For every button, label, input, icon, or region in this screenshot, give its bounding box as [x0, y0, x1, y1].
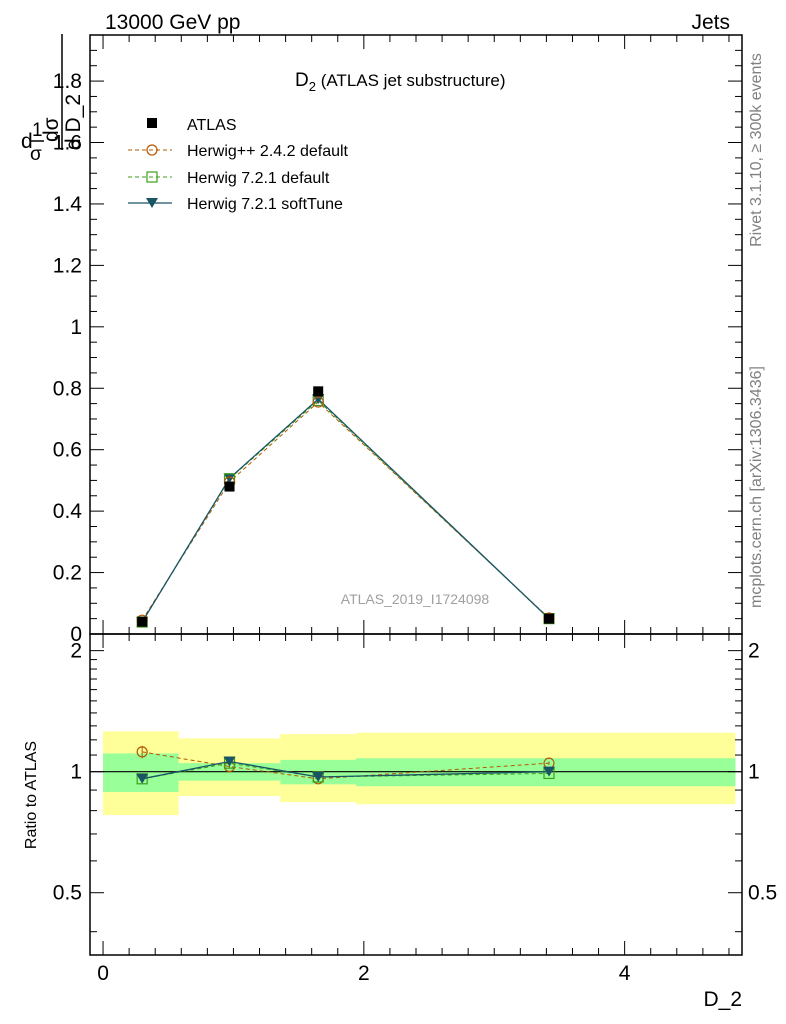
series-0-point	[544, 613, 555, 624]
series-3-point	[223, 473, 236, 484]
title-main: D	[295, 70, 309, 91]
y-tick-label: 1.4	[53, 193, 83, 216]
y-label-num1: 1	[32, 120, 43, 141]
legend-label-herwig7-softtune: Herwig 7.2.1 softTune	[187, 196, 343, 213]
ratio-2-point	[223, 756, 236, 767]
y-tick-label: 0.8	[53, 377, 82, 400]
y-tick-label: 1.6	[53, 132, 82, 155]
axes: 0 2 400.20.40.60.811.21.41.61.80.5 0.51 12 2	[53, 34, 777, 985]
analysis-id: ATLAS_2019_I1724098	[341, 591, 490, 607]
y-axis-label: d 1 σ dσ d D_2	[21, 34, 85, 165]
chart-title: D2 (ATLAS jet substructure)	[295, 70, 506, 94]
title-rest: (ATLAS jet substructure)	[316, 71, 506, 90]
x-axis-label: D_2	[703, 988, 742, 1011]
legend-marker-herwig7-default	[146, 171, 158, 183]
legend-marker-herwig7-softtune	[146, 198, 158, 208]
ratio-y-tick-label: 0.5	[53, 882, 82, 905]
y-tick-label: 0.4	[53, 500, 83, 523]
header-right-label: Jets	[691, 11, 730, 34]
y-label-den1: σ	[30, 144, 42, 165]
title-subscript: 2	[309, 79, 316, 94]
ratio-band-inner	[103, 753, 179, 793]
ratio-y-tick-label: 1	[70, 761, 82, 784]
y-tick-label: 0.6	[53, 439, 82, 462]
legend-marker-atlas	[147, 118, 157, 128]
ratio-0-point	[136, 746, 148, 758]
ratio-2-line	[142, 760, 550, 780]
ratio-series	[136, 745, 556, 785]
y-tick-label: 1	[70, 316, 82, 339]
ratio-y-tick-label-right: 1	[748, 761, 760, 784]
mcplots-label: mcplots.cern.ch [arXiv:1306.3436]	[748, 366, 765, 608]
series-0-point	[137, 616, 148, 627]
y-label-den2: d D_2	[62, 94, 85, 150]
y-tick-label: 0.2	[53, 562, 82, 585]
ratio-y-tick-label-right: 2	[748, 640, 760, 663]
y-label-d: d	[21, 130, 33, 153]
series-3-point	[312, 394, 325, 405]
y-tick-label: 1.8	[53, 70, 82, 93]
series-3-line	[141, 398, 550, 623]
ratio-2-point	[543, 766, 556, 777]
ratio-y-tick-label-right: 0.5	[748, 882, 777, 905]
x-tick-label: 2	[358, 962, 370, 985]
ratio-0-line	[142, 751, 550, 780]
ratio-y-axis-label: Ratio to ATLAS	[23, 741, 40, 849]
ratio-2-point	[312, 771, 325, 782]
series-0-point	[224, 481, 235, 492]
legend: ATLAS Herwig++ 2.4.2 default Herwig 7.2.…	[128, 117, 349, 213]
header-left-label: 13000 GeV pp	[105, 11, 240, 34]
ratio-1-line	[142, 762, 550, 780]
rivet-label: Rivet 3.1.10, ≥ 300k events	[748, 53, 765, 247]
legend-label-atlas: ATLAS	[187, 117, 237, 134]
series-1-line	[141, 401, 550, 621]
ratio-bands	[103, 731, 736, 816]
x-tick-label: 0	[97, 962, 109, 985]
ratio-y-tick-label: 2	[70, 640, 82, 663]
y-tick-label: 1.2	[53, 254, 82, 277]
series-1-point	[312, 396, 324, 408]
y-label-num2: dσ	[40, 117, 63, 142]
legend-label-herwigpp: Herwig++ 2.4.2 default	[187, 143, 349, 160]
x-tick-label: 4	[619, 962, 631, 985]
legend-label-herwig7-default: Herwig 7.2.1 default	[187, 170, 330, 187]
series-0-point	[313, 386, 324, 397]
legend-marker-herwigpp	[146, 144, 158, 156]
main-series	[136, 386, 556, 628]
series-2-line	[141, 399, 550, 623]
ratio-2-point	[136, 773, 149, 784]
y-tick-label: 0	[70, 623, 82, 646]
